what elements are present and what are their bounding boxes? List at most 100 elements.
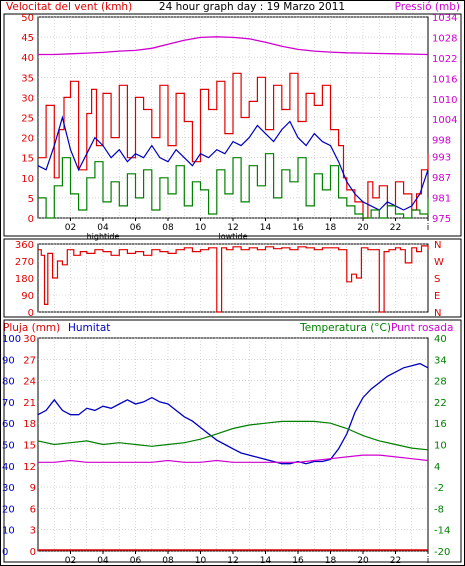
wind-xtick-label: 02 bbox=[65, 223, 76, 233]
rain-ytick-label: 15 bbox=[23, 441, 36, 452]
wind-ytick-label: 30 bbox=[21, 93, 34, 104]
wind-ytick-label: 35 bbox=[21, 73, 34, 84]
pressure-ytick-label: 1034 bbox=[432, 13, 457, 24]
wind-ytick-label: 15 bbox=[21, 154, 34, 165]
wind-ytick-label: 5 bbox=[28, 194, 34, 205]
dewpoint-series bbox=[38, 454, 429, 463]
wind-ytick-label: 10 bbox=[21, 174, 34, 185]
pressure-ytick-label: 1022 bbox=[432, 54, 457, 65]
humidity-ytick-label: 90 bbox=[2, 355, 15, 366]
compass-label: W bbox=[434, 257, 444, 268]
wind-ytick-label: 25 bbox=[21, 114, 34, 125]
rain-ytick-label: 12 bbox=[23, 462, 36, 473]
rain-ytick-label: 0 bbox=[30, 547, 36, 558]
temperature-ytick-label: 28 bbox=[434, 377, 447, 388]
pressure-axis-title: Pressió (mb) bbox=[395, 1, 460, 13]
humidity-ytick-label: 100 bbox=[2, 334, 21, 345]
humidity-ytick-label: 80 bbox=[2, 377, 15, 388]
wind-xtick-label: 16 bbox=[292, 223, 304, 233]
rain-ytick-label: 30 bbox=[23, 334, 36, 345]
direction-ytick-label: 270 bbox=[15, 257, 34, 268]
wind-panel-frame bbox=[3, 13, 462, 237]
compass-label: N bbox=[434, 308, 441, 319]
climate-xtick-label: 20 bbox=[357, 556, 369, 566]
pressure-ytick-label: 987 bbox=[432, 173, 451, 184]
graph-day-title: 24 hour graph day : 19 Marzo 2011 bbox=[159, 1, 345, 13]
temperature-ytick-label: 10 bbox=[434, 441, 447, 452]
climate-xtick-label: 14 bbox=[260, 556, 272, 566]
rain-ytick-label: 27 bbox=[23, 355, 36, 366]
humidity-ytick-label: 70 bbox=[2, 398, 15, 409]
direction-panel-frame bbox=[3, 238, 462, 318]
pressure-ytick-label: 1028 bbox=[432, 33, 457, 44]
pressure-ytick-label: 998 bbox=[432, 136, 451, 147]
temperature-axis-title: Temperatura (°C) bbox=[299, 322, 391, 334]
climate-xtick-label: 18 bbox=[325, 556, 337, 566]
direction-ytick-label: 180 bbox=[15, 274, 34, 285]
wind-average-series bbox=[37, 115, 429, 211]
wind-xtick-label: 08 bbox=[162, 223, 174, 233]
pressure-ytick-label: 993 bbox=[432, 153, 451, 164]
wind-xtick-label: 04 bbox=[97, 223, 109, 233]
rain-ytick-label: 24 bbox=[23, 377, 36, 388]
humidity-ytick-label: 10 bbox=[2, 526, 15, 537]
humidity-ytick-label: 50 bbox=[2, 441, 15, 452]
wind-xtick-label: 18 bbox=[325, 223, 337, 233]
compass-label: N bbox=[434, 240, 441, 251]
rain-ytick-label: 21 bbox=[23, 398, 36, 409]
wind-ytick-label: 40 bbox=[21, 53, 34, 64]
rain-ytick-label: 6 bbox=[30, 504, 36, 515]
climate-xtick-label: 16 bbox=[292, 556, 304, 566]
humidity-ytick-label: 30 bbox=[2, 483, 15, 494]
climate-xtick-label: 12 bbox=[227, 556, 238, 566]
wind-xtick-label: 20 bbox=[357, 223, 369, 233]
humidity-ytick-label: 20 bbox=[2, 504, 15, 515]
wind-xtick-label: 12 bbox=[227, 223, 238, 233]
wind-ytick-label: 20 bbox=[21, 134, 34, 145]
wind-xtick-label: 06 bbox=[130, 223, 142, 233]
temperature-ytick-label: -14 bbox=[434, 526, 450, 537]
wind-ytick-label: 0 bbox=[28, 214, 34, 225]
compass-label: E bbox=[434, 291, 440, 302]
temperature-ytick-label: -20 bbox=[434, 547, 450, 558]
climate-panel-frame bbox=[3, 319, 462, 563]
pressure-ytick-label: 981 bbox=[432, 194, 451, 205]
wind-direction-series bbox=[38, 245, 429, 313]
rain-ytick-label: 18 bbox=[23, 419, 36, 430]
humidity-ytick-label: 60 bbox=[2, 419, 15, 430]
direction-ytick-label: 90 bbox=[21, 291, 34, 302]
pressure-series bbox=[38, 36, 429, 56]
climate-xtick-label: 02 bbox=[65, 556, 76, 566]
wind-tide-label: hightide bbox=[87, 232, 120, 241]
wind-gust-series bbox=[38, 72, 429, 219]
pressure-ytick-label: 1010 bbox=[432, 95, 457, 106]
wind-xtick-label: 10 bbox=[195, 223, 207, 233]
wind-xtick-label: 14 bbox=[260, 223, 272, 233]
climate-xtick-label: 10 bbox=[195, 556, 207, 566]
temperature-ytick-label: -2 bbox=[434, 483, 444, 494]
temperature-series bbox=[37, 420, 429, 451]
climate-xtick-label: i bbox=[427, 556, 430, 566]
dewpoint-axis-title: Punt rosada bbox=[391, 322, 453, 334]
wind-ytick-label: 45 bbox=[21, 33, 34, 44]
rain-ytick-label: 9 bbox=[30, 483, 36, 494]
temperature-ytick-label: 16 bbox=[434, 419, 447, 430]
direction-ytick-label: 360 bbox=[15, 240, 34, 251]
humidity-ytick-label: 40 bbox=[2, 462, 15, 473]
wind-ytick-label: 50 bbox=[21, 13, 34, 24]
humidity-axis-title: Humitat bbox=[68, 322, 110, 334]
pressure-ytick-label: 975 bbox=[432, 214, 451, 225]
temperature-ytick-label: 34 bbox=[434, 355, 447, 366]
pressure-ytick-label: 1016 bbox=[432, 74, 457, 85]
humidity-series bbox=[37, 362, 429, 465]
pressure-ytick-label: 1004 bbox=[432, 115, 457, 126]
temperature-ytick-label: 22 bbox=[434, 398, 447, 409]
wind-xtick-label: i bbox=[427, 223, 430, 233]
direction-ytick-label: 0 bbox=[28, 308, 34, 319]
rain-axis-title: Pluja (mm) bbox=[3, 322, 60, 334]
temperature-ytick-label: 40 bbox=[434, 334, 447, 345]
climate-xtick-label: 04 bbox=[97, 556, 109, 566]
wind-axis-title: Velocitat del vent (kmh) bbox=[6, 1, 132, 13]
